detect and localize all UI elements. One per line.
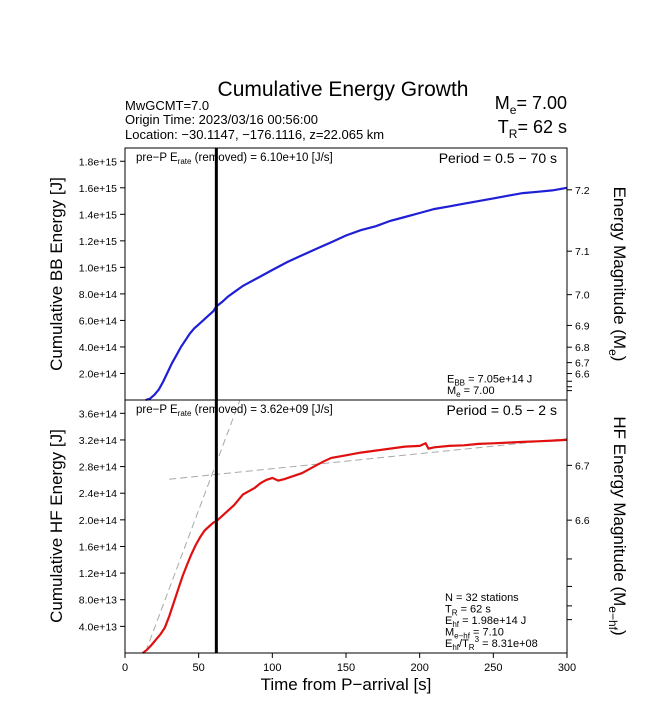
hf-left-axis: 4.0e+13 8.0e+13 1.2e+14 1.6e+14 2.0e+14 2.4e+… [79,408,125,633]
bb-energy-panel: 2.0e+14 4.0e+14 6.0e+14 8.0e+14 1.0e+15 1.2e+… [47,147,629,402]
info-line-origin: Origin Time: 2023/03/16 00:56:00 [125,112,318,127]
annotation-line: Ehf/TR3 = 8.31e+08 [445,635,538,652]
hf-pre-p-label: pre−P Erate (removed) = 3.62e+09 [J/s] [136,404,333,418]
bb-left-axis: 2.0e+14 4.0e+14 6.0e+14 8.0e+14 1.0e+15 1.2e+… [79,156,125,380]
fit-line [145,399,241,652]
magnitude-tick-label: 6.7 [575,460,590,472]
hf-period-label: Period = 0.5 − 2 s [446,402,557,418]
x-tick-label: 300 [558,662,576,674]
y-tick-label: 4.0e+13 [79,621,117,633]
y-tick-label: 1.2e+14 [79,568,117,580]
info-line-mw: MwGCMT=7.0 [125,98,209,113]
magnitude-tick-label: 7.1 [575,246,590,258]
bb-pre-p-label: pre−P Erate (removed) = 6.10e+10 [J/s] [136,152,333,166]
y-tick-label: 3.6e+14 [79,408,117,420]
hf-y-axis-label: Cumulative HF Energy [J] [47,429,66,623]
bb-energy-curve [145,186,568,402]
annotation-line: Me−hf = 7.10 [445,627,504,641]
time-axis: 0 50 100 150 200 250 300 [122,653,576,674]
fit-line [169,438,568,480]
y-tick-label: 2.8e+14 [79,462,117,474]
y-tick-label: 3.2e+14 [79,435,117,447]
y-tick-label: 2.4e+14 [79,488,117,500]
x-tick-label: 250 [484,662,502,674]
y-tick-label: 1.6e+15 [79,183,117,195]
magnitude-tick-label: 7.0 [575,290,590,302]
y-tick-label: 8.0e+14 [79,289,117,301]
bb-y-axis-label: Cumulative BB Energy [J] [47,177,66,371]
annotation-line: EBB = 7.05e+14 J [447,374,532,388]
header-me: Me= 7.00 [495,93,567,117]
x-tick-label: 0 [122,662,128,674]
hf-energy-curve [142,438,568,654]
annotation-line: TR = 62 s [445,604,491,618]
hf-fit-lines [145,399,568,652]
y-tick-label: 1.4e+15 [79,209,117,221]
x-tick-label: 200 [410,662,428,674]
magnitude-tick-label: 6.7 [575,358,590,370]
magnitude-tick-label: 6.6 [575,515,590,527]
y-tick-label: 2.0e+14 [79,515,117,527]
figure-title: Cumulative Energy Growth [218,78,469,101]
hf-energy-panel: 4.0e+13 8.0e+13 1.2e+14 1.6e+14 2.0e+14 2.4e+… [47,399,629,694]
hf-right-axis-label: HF Energy Magnitude (Me−hf) [606,416,629,635]
y-tick-label: 1.8e+15 [79,156,117,168]
header-tr: TR= 62 s [498,117,567,141]
y-tick-label: 8.0e+13 [79,595,117,607]
magnitude-tick-label: 7.2 [575,185,590,197]
annotation-line: Ehf = 1.98e+14 J [445,615,526,629]
x-tick-label: 50 [193,662,205,674]
hf-right-axis: 6.6 6.7 [567,460,590,621]
x-axis-label: Time from P−arrival [s] [261,675,432,694]
info-line-location: Location: −30.1147, −176.1116, z=22.065 … [125,127,384,142]
magnitude-tick-label: 6.8 [575,342,590,354]
y-tick-label: 2.0e+14 [79,368,117,380]
y-tick-label: 4.0e+14 [79,342,117,354]
x-tick-label: 150 [337,662,355,674]
y-tick-label: 1.6e+14 [79,541,117,553]
magnitude-tick-label: 6.9 [575,320,590,332]
x-tick-label: 100 [263,662,281,674]
bb-period-label: Period = 0.5 − 70 s [439,150,557,166]
annotation-line: Me = 7.00 [447,385,495,399]
bb-right-axis-label: Energy Magnitude (Me) [606,187,629,362]
y-tick-label: 1.0e+15 [79,262,117,274]
bb-panel-frame [124,147,568,401]
annotation-line: N = 32 stations [445,592,519,604]
magnitude-tick-label: 6.6 [575,369,590,381]
bb-annotation: EBB = 7.05e+14 JMe = 7.00 [447,374,532,400]
y-tick-label: 6.0e+14 [79,315,117,327]
y-tick-label: 1.2e+15 [79,236,117,248]
bb-right-axis: 6.66.7 6.8 6.9 7.0 7.1 7.2 [567,185,590,392]
